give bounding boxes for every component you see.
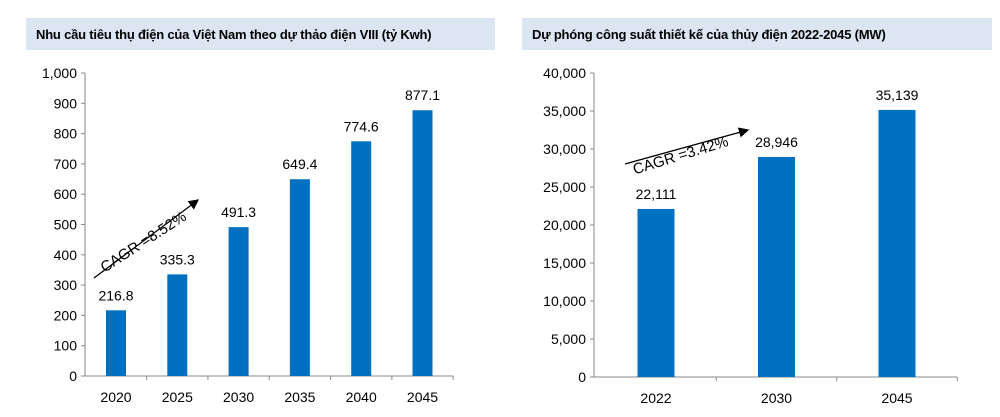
y-tick-label: 10,000 xyxy=(543,293,586,309)
y-tick-label: 5,000 xyxy=(551,331,586,347)
chart-title: Nhu cầu tiêu thụ điện của Việt Nam theo … xyxy=(36,26,432,42)
cagr-arrow xyxy=(93,199,200,279)
data-label: 877.1 xyxy=(405,87,440,103)
data-label: 491.3 xyxy=(221,204,256,220)
y-tick-label: 700 xyxy=(54,156,78,172)
y-tick-label: 25,000 xyxy=(543,179,586,195)
x-tick-label: 2030 xyxy=(223,389,254,405)
bar xyxy=(106,310,126,376)
x-tick-label: 2020 xyxy=(100,389,131,405)
bar xyxy=(167,274,188,376)
y-tick-label: 400 xyxy=(54,247,78,263)
data-label: 35,139 xyxy=(876,87,919,103)
bar-chart-electricity-demand: 0 100 200 300 400 500 600 700 800 900 1,000 216.8 20… xyxy=(42,65,454,405)
bar xyxy=(758,157,795,377)
data-label: 774.6 xyxy=(344,118,379,134)
data-label: 335.3 xyxy=(160,251,195,267)
x-tick-label: 2045 xyxy=(407,389,438,405)
y-tick-label: 40,000 xyxy=(543,65,586,81)
x-tick-label: 2022 xyxy=(640,390,671,406)
bar xyxy=(351,141,372,376)
y-tick-label: 100 xyxy=(54,338,78,354)
y-tick-label: 0 xyxy=(578,369,586,385)
y-tick-label: 30,000 xyxy=(543,141,586,157)
bar xyxy=(412,110,433,376)
data-label: 28,946 xyxy=(755,134,798,150)
chart-title-bar: Dự phóng công suất thiết kế của thủy điệ… xyxy=(522,18,992,50)
chart-title-bar: Nhu cầu tiêu thụ điện của Việt Nam theo … xyxy=(26,18,495,50)
chart-panel-hydropower-capacity: Dự phóng công suất thiết kế của thủy điệ… xyxy=(522,0,992,417)
data-label: 22,111 xyxy=(636,186,677,202)
x-tick-label: 2045 xyxy=(881,390,912,406)
cagr-annotation: CAGR =3.42% xyxy=(631,133,730,178)
y-tick-label: 200 xyxy=(54,307,78,323)
cagr-arrow xyxy=(624,127,750,165)
x-tick-label: 2025 xyxy=(162,389,193,405)
bar xyxy=(289,179,310,376)
y-tick-label: 0 xyxy=(69,368,77,384)
bar xyxy=(228,227,249,376)
y-tick-label: 500 xyxy=(54,217,78,233)
bar xyxy=(637,208,675,377)
x-tick-label: 2030 xyxy=(761,390,792,406)
chart-title: Dự phóng công suất thiết kế của thủy điệ… xyxy=(532,26,886,42)
y-tick-label: 15,000 xyxy=(543,255,586,271)
y-tick-label: 35,000 xyxy=(543,103,586,119)
y-tick-label: 600 xyxy=(54,186,78,202)
data-label: 649.4 xyxy=(282,156,317,172)
chart-panel-electricity-demand: Nhu cầu tiêu thụ điện của Việt Nam theo … xyxy=(26,0,495,417)
x-tick-label: 2040 xyxy=(346,389,377,405)
y-tick-label: 900 xyxy=(54,95,78,111)
bar xyxy=(878,109,916,377)
bar-chart-hydropower-capacity: 0 5,000 10,000 15,000 20,000 25,000 30,000 35,0… xyxy=(543,65,958,406)
x-tick-label: 2035 xyxy=(284,389,315,405)
y-tick-label: 1,000 xyxy=(42,65,77,81)
y-tick-label: 800 xyxy=(54,126,78,142)
data-label: 216.8 xyxy=(98,287,133,303)
y-tick-label: 300 xyxy=(54,277,78,293)
y-tick-label: 20,000 xyxy=(543,217,586,233)
